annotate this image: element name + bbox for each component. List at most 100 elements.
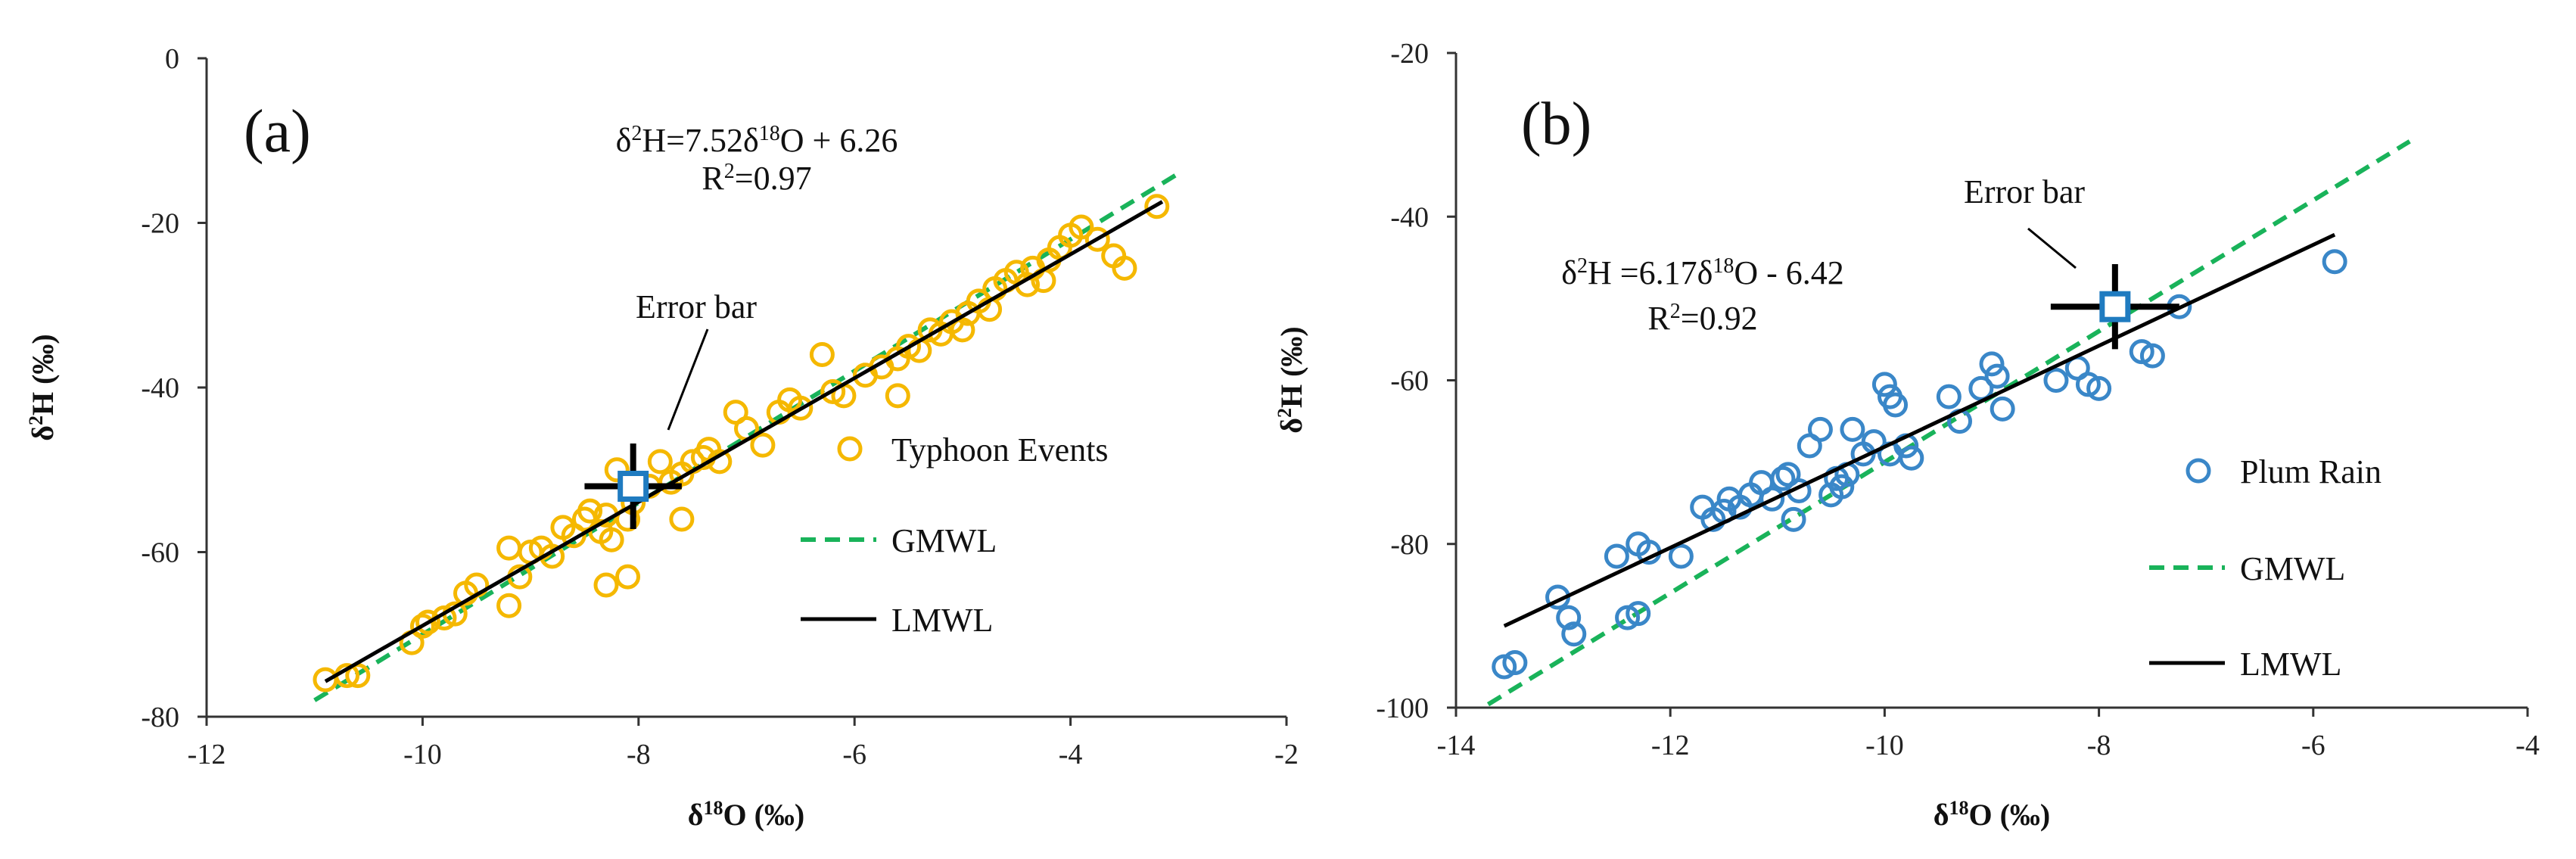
- y-axis-title: δ2H (‰): [1274, 326, 1309, 434]
- y-tick-label: 0: [165, 43, 179, 75]
- data-point: [1829, 474, 1855, 500]
- data-point: [1979, 351, 2005, 377]
- data-point: [1502, 650, 1528, 676]
- x-tick-label: -4: [2515, 730, 2540, 761]
- data-point: [409, 613, 435, 639]
- data-point: [1084, 226, 1110, 252]
- x-tick-label: -2: [1274, 739, 1299, 770]
- r-squared: R2=0.97: [702, 160, 811, 198]
- data-point: [2075, 372, 2101, 397]
- data-point: [1492, 654, 1517, 680]
- x-tick-label: -14: [1437, 730, 1476, 761]
- data-point: [669, 506, 695, 532]
- data-point: [1556, 605, 1582, 630]
- data-point: [2129, 339, 2154, 365]
- legend-marker-swatch: [2186, 458, 2211, 484]
- x-tick-label: -12: [188, 739, 226, 770]
- x-axis-title: δ18O (‰): [688, 797, 805, 833]
- error-bar-marker: [618, 471, 649, 502]
- legend-label: GMWL: [891, 522, 997, 559]
- data-point: [647, 449, 673, 475]
- legend-label: Plum Rain: [2240, 453, 2382, 490]
- error-bar-pointer: [2027, 227, 2077, 269]
- data-point: [885, 383, 910, 409]
- y-tick-label: -40: [141, 372, 179, 404]
- data-point: [604, 457, 630, 483]
- data-point: [2086, 375, 2112, 401]
- y-tick-label: -80: [141, 702, 179, 733]
- y-axis-title: δ2H (‰): [25, 334, 61, 441]
- regression-equation: δ2H =6.17δ18O - 6.42: [1561, 254, 1844, 292]
- x-tick-label: -8: [2087, 730, 2111, 761]
- y-tick-label: -60: [1390, 366, 1429, 397]
- y-tick-label: -80: [1390, 529, 1429, 561]
- data-point: [1883, 392, 1909, 418]
- y-tick-label: -100: [1376, 692, 1429, 724]
- panel-label: (a): [244, 98, 311, 165]
- data-point: [809, 342, 835, 367]
- legend-label: Typhoon Events: [891, 431, 1109, 468]
- data-point: [496, 535, 522, 561]
- data-point: [1668, 543, 1694, 569]
- data-point: [496, 593, 522, 618]
- data-point: [820, 378, 846, 404]
- x-tick-label: -6: [842, 739, 866, 770]
- panel-b: -14 -12 -10 -8 -6 -4 -20 -40 -60 -80 -100 δ18O (‰) δ…: [1274, 38, 2540, 832]
- lmwl-line: [1503, 232, 2336, 628]
- data-point: [1984, 363, 2010, 389]
- data-point: [1936, 384, 1962, 409]
- legend-label: GMWL: [2240, 550, 2345, 587]
- x-tick-label: -8: [627, 739, 651, 770]
- error-bar-label: Error bar: [1964, 173, 2085, 210]
- y-tick-label: -60: [141, 537, 179, 569]
- data-point: [1615, 605, 1641, 630]
- error-bar-label: Error bar: [636, 288, 757, 325]
- y-tick-label: -40: [1390, 201, 1429, 233]
- data-point: [2043, 368, 2069, 393]
- r-squared: R2=0.92: [1647, 300, 1757, 338]
- data-point: [1604, 543, 1629, 569]
- x-axis-title: δ18O (‰): [1934, 797, 2051, 833]
- data-point: [1807, 416, 1833, 442]
- data-point: [1112, 255, 1137, 281]
- data-point: [1990, 396, 2015, 422]
- data-point: [1871, 372, 1897, 397]
- lmwl-line: [324, 200, 1164, 683]
- data-point: [1781, 506, 1806, 532]
- error-bar-marker: [2099, 291, 2131, 322]
- data-point: [1840, 416, 1865, 442]
- data-point: [1770, 465, 1796, 491]
- legend-marker-swatch: [837, 436, 863, 462]
- data-point: [577, 498, 603, 524]
- legend-label: LMWL: [2240, 646, 2341, 683]
- data-point: [2139, 343, 2165, 369]
- x-tick-label: -4: [1059, 739, 1083, 770]
- data-point: [788, 395, 814, 421]
- panel-label: (b): [1521, 91, 1591, 157]
- data-point: [1144, 194, 1170, 219]
- x-tick-label: -6: [2301, 730, 2326, 761]
- regression-equation: δ2H=7.52δ18O + 6.26: [616, 122, 898, 160]
- y-tick-label: -20: [1390, 38, 1429, 70]
- legend-label: LMWL: [891, 602, 993, 639]
- data-point: [950, 317, 975, 343]
- x-tick-label: -10: [403, 739, 442, 770]
- data-point: [1626, 601, 1651, 627]
- data-point: [1759, 486, 1785, 512]
- data-point: [599, 527, 624, 552]
- data-point: [2322, 249, 2347, 275]
- y-tick-label: -20: [141, 208, 179, 240]
- data-point: [1561, 621, 1587, 647]
- data-point: [1069, 214, 1094, 240]
- x-tick-label: -10: [1865, 730, 1904, 761]
- x-tick-label: -12: [1651, 730, 1690, 761]
- data-point: [1968, 375, 1994, 401]
- error-bar-pointer: [667, 328, 709, 431]
- data-point: [896, 334, 922, 359]
- data-point: [593, 572, 619, 598]
- data-point: [415, 609, 441, 635]
- data-point: [750, 432, 776, 458]
- data-point: [615, 564, 641, 590]
